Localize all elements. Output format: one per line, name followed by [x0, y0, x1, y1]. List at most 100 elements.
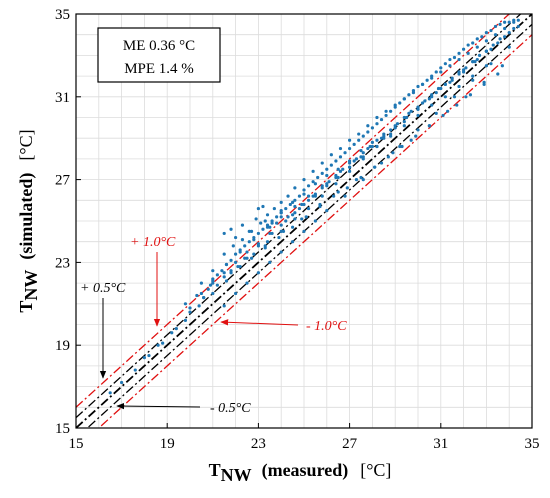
data-point: [366, 130, 370, 134]
y-axis-title: TNW (simulated) [°C]: [16, 129, 41, 312]
data-point: [464, 66, 468, 70]
data-point: [416, 84, 420, 89]
data-point: [430, 76, 434, 80]
data-point: [462, 70, 466, 74]
data-point: [306, 194, 311, 198]
reference-line: [76, 14, 511, 408]
data-point: [183, 302, 188, 306]
data-point: [320, 161, 324, 165]
data-point: [379, 161, 384, 165]
x-axis-title-sub: NW: [221, 465, 252, 485]
data-point: [434, 70, 438, 74]
data-point: [279, 211, 283, 215]
data-point: [263, 219, 267, 223]
data-point: [466, 43, 470, 47]
data-point: [436, 86, 441, 91]
data-point: [343, 151, 347, 155]
data-point: [224, 279, 229, 283]
data-point: [272, 206, 276, 211]
data-point: [361, 178, 365, 182]
stats-box: [97, 27, 221, 83]
data-point: [480, 35, 484, 39]
data-point: [270, 231, 274, 236]
data-point: [457, 57, 461, 62]
data-point: [484, 39, 488, 43]
data-point: [318, 202, 322, 207]
data-point: [439, 86, 443, 91]
data-point: [170, 331, 174, 335]
data-point: [361, 134, 365, 138]
data-point: [199, 281, 203, 285]
data-point: [243, 256, 247, 260]
data-point: [222, 271, 226, 275]
data-point: [211, 277, 215, 281]
data-point: [336, 190, 340, 194]
data-point: [423, 99, 427, 103]
data-point: [325, 167, 329, 171]
data-point: [427, 124, 431, 128]
data-point: [503, 26, 507, 31]
data-point: [452, 55, 457, 60]
arrow-minus-half: [116, 402, 201, 410]
data-point: [245, 281, 249, 285]
data-point: [316, 175, 320, 180]
data-points: [108, 18, 520, 395]
data-point: [452, 95, 457, 99]
stats-me: ME 0.36 °C: [123, 38, 195, 54]
data-point: [222, 304, 226, 308]
data-point: [224, 262, 229, 267]
data-point: [279, 229, 283, 233]
data-point: [475, 57, 479, 62]
data-point: [174, 327, 178, 331]
data-point: [313, 219, 317, 223]
data-point: [450, 76, 454, 80]
data-point: [252, 235, 256, 240]
data-point: [475, 37, 479, 41]
x-tick-label: 27: [342, 436, 358, 452]
data-point: [263, 244, 267, 248]
data-point: [389, 128, 393, 132]
data-point: [475, 45, 479, 49]
data-point: [375, 144, 379, 149]
data-point: [498, 22, 502, 26]
data-point: [277, 235, 281, 240]
data-point: [348, 146, 352, 151]
data-point: [231, 244, 235, 248]
data-point: [393, 126, 397, 130]
data-point: [464, 95, 468, 99]
annotation-minus-half: - 0.5°C: [210, 401, 251, 416]
annotation-plus-half: + 0.5°C: [80, 281, 126, 296]
data-point: [503, 20, 507, 24]
data-point: [516, 24, 520, 29]
x-tick-label: 35: [525, 436, 540, 452]
x-tick-label: 31: [433, 436, 448, 452]
data-point: [384, 109, 388, 113]
data-point: [325, 184, 329, 188]
data-point: [354, 178, 359, 182]
data-point: [496, 72, 500, 76]
data-point: [222, 252, 226, 256]
y-axis-title-qualifier: (simulated): [16, 173, 37, 260]
y-axis-title-main: T: [16, 301, 36, 313]
data-point: [302, 202, 306, 207]
data-point: [434, 111, 438, 115]
reference-line: [76, 14, 532, 428]
data-point: [265, 223, 270, 227]
data-point: [302, 188, 306, 192]
data-point: [379, 136, 384, 140]
data-point: [243, 244, 247, 248]
x-tick-label: 19: [160, 436, 175, 452]
data-point: [477, 53, 482, 58]
data-point: [427, 97, 431, 101]
data-point: [338, 146, 343, 151]
data-point: [386, 155, 390, 159]
data-point: [348, 169, 352, 173]
data-point: [493, 33, 498, 37]
data-point: [284, 219, 288, 223]
data-point: [245, 256, 249, 260]
plot-frame: [75, 13, 533, 429]
data-point: [402, 124, 406, 128]
x-axis-title-qualifier: (measured): [262, 460, 349, 481]
arrow-minus-one: [220, 319, 299, 326]
